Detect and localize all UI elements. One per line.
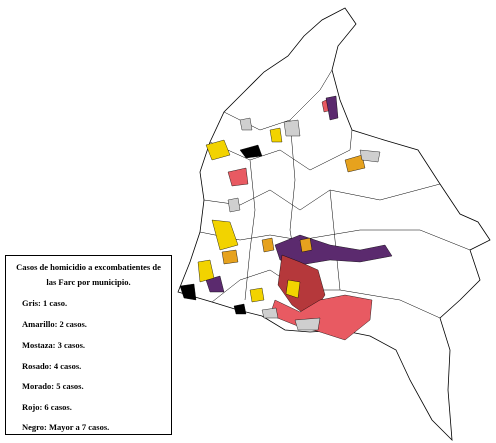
legend-title: Casos de homicidio a excombatientes de la… [6, 260, 171, 290]
legend-item: Mostaza: 3 casos. [22, 340, 86, 350]
legend-item: Negro: Mayor a 7 casos. [22, 422, 110, 432]
municipalities [179, 95, 393, 341]
legend-item: Morado: 5 casos. [22, 381, 84, 391]
legend-item: Gris: 1 caso. [22, 298, 68, 308]
legend-item: Rosado: 4 casos. [22, 361, 82, 371]
legend-title-line: las Farc por municipio. [46, 277, 131, 287]
legend-item: Amarillo: 2 casos. [22, 319, 87, 329]
legend-item: Rojo: 6 casos. [22, 402, 72, 412]
country-outline [177, 7, 491, 442]
legend-title-line: Casos de homicidio a excombatientes de [16, 262, 161, 272]
legend: Casos de homicidio a excombatientes de la… [5, 255, 172, 435]
